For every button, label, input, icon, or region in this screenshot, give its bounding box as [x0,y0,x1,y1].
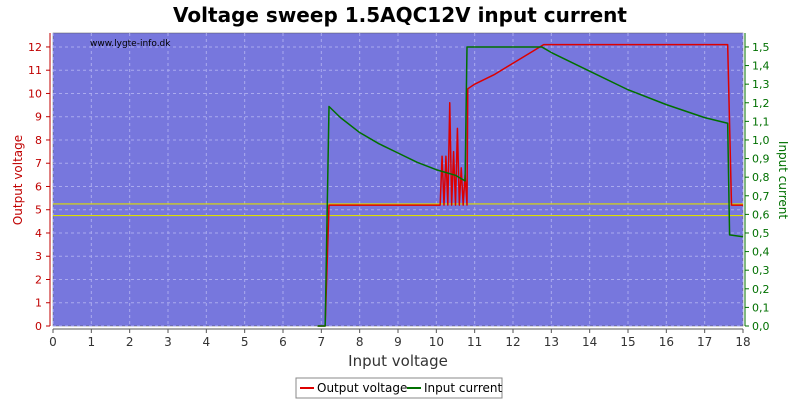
y-right-tick-label: 0,1 [752,301,770,314]
y-right-tick-label: 0,6 [752,208,770,221]
x-tick-label: 3 [164,335,172,349]
y-right-tick-label: 0,8 [752,171,770,184]
y-right-tick-label: 1,5 [752,41,770,54]
x-tick-label: 14 [582,335,597,349]
x-tick-label: 9 [394,335,402,349]
y-left-tick-label: 5 [35,204,42,217]
y-right-tick-label: 0,4 [752,246,770,259]
y-right-tick-label: 0,3 [752,264,770,277]
series-line-output-voltage [317,43,743,327]
y-left-tick-label: 3 [35,250,42,263]
x-tick-label: 2 [126,335,134,349]
x-tick-label: 17 [697,335,712,349]
y-left-tick-label: 11 [28,64,42,77]
y-right-tick-label: 0,2 [752,283,770,296]
x-tick-label: 8 [356,335,364,349]
y-right-tick-label: 1,4 [752,60,770,73]
x-tick-label: 11 [467,335,482,349]
x-tick-label: 13 [544,335,559,349]
y-left-tick-label: 7 [35,157,42,170]
y-right-tick-label: 0,9 [752,153,770,166]
x-tick-label: 4 [203,335,211,349]
x-axis-label: Input voltage [348,352,448,370]
y-left-tick-label: 1 [35,297,42,310]
y-left-axis-label: Output voltage [11,135,25,225]
x-tick-label: 1 [88,335,96,349]
y-right-tick-label: 0,5 [752,227,770,240]
x-tick-label: 10 [429,335,444,349]
series-line-input-current [317,46,744,327]
chart-title: Voltage sweep 1.5AQC12V input current [173,3,627,27]
series-layer [317,43,744,327]
x-tick-label: 12 [505,335,520,349]
y-right-tick-label: 1,1 [752,115,770,128]
legend-label-output-voltage: Output voltage [317,381,407,395]
legend-box [295,377,503,399]
reference-lines [53,203,743,217]
y-left-tick-label: 0 [35,320,42,333]
y-left-tick-label: 12 [28,41,42,54]
x-tick-label: 15 [620,335,635,349]
y-left-tick-label: 10 [28,87,42,100]
y-right-tick-label: 1,2 [752,97,770,110]
grid-lines [52,33,744,327]
y-left-tick-label: 9 [35,111,42,124]
y-right-tick-label: 1,0 [752,134,770,147]
x-tick-label: 18 [735,335,750,349]
legend-label-input-current: Input current [424,381,502,395]
tick-labels: 0 1 2 3 4 5 6 7 8 9 10 11 12 13 14 15 16 17 18012345678910… [28,41,770,349]
x-tick-label: 16 [659,335,674,349]
x-tick-label: 5 [241,335,249,349]
y-left-tick-label: 2 [35,273,42,286]
y-right-tick-label: 1,3 [752,78,770,91]
y-left-tick-label: 4 [35,227,42,240]
watermark: www.lygte-info.dk [90,39,171,49]
y-left-tick-label: 8 [35,134,42,147]
y-right-axis-label: Input current [776,141,790,219]
y-right-tick-label: 0,0 [752,320,770,333]
y-right-tick-label: 0,7 [752,190,770,203]
x-tick-label: 7 [318,335,326,349]
x-tick-label: 6 [279,335,287,349]
x-tick-label: 0 [49,335,57,349]
y-left-tick-label: 6 [35,180,42,193]
legend: Output voltage Input current [295,377,503,399]
